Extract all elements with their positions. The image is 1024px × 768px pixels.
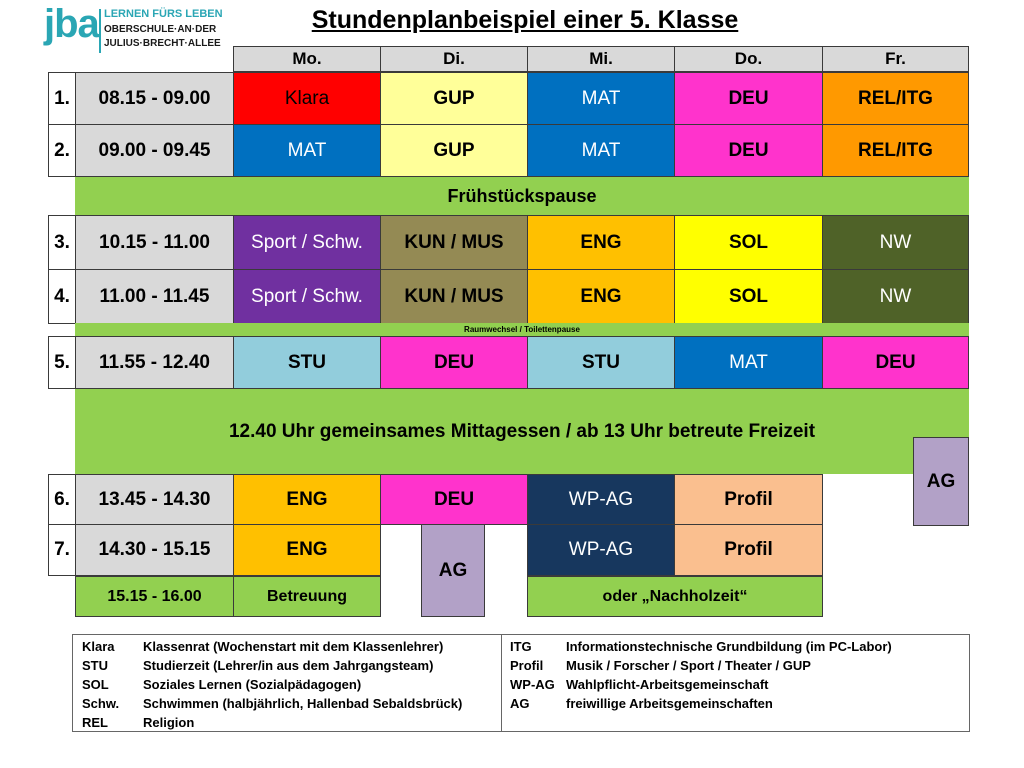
breakfast-break-banner: Frühstückspause [75,177,969,215]
day-header-wed: Mi. [527,46,675,72]
lesson-cell: Sport / Schw. [233,215,381,270]
legend-box: Klara Klassenrat (Wochenstart mit dem Kl… [72,634,970,732]
period-number: 5. [48,336,76,389]
day-header-thu: Do. [674,46,823,72]
lesson-cell: DEU [674,124,823,177]
period-time: 14.30 - 15.15 [75,524,234,576]
logo-line-2: OBERSCHULE·AN·DER [104,24,217,35]
lesson-cell: NW [822,269,969,324]
lesson-cell: MAT [674,336,823,389]
lesson-cell: KUN / MUS [380,215,528,270]
afternoon-catchup: oder „Nachholzeit“ [527,576,823,617]
lesson-cell: NW [822,215,969,270]
logo-divider [99,9,101,53]
lesson-cell: DEU [380,474,528,525]
logo-mark: jba [44,2,100,46]
legend-value: Informationstechnische Grundbildung (im … [566,639,892,654]
ag-tuesday: AG [421,524,485,617]
legend-key: STU [82,658,108,673]
legend-value: Soziales Lernen (Sozialpädagogen) [143,677,362,692]
period-number: 4. [48,269,76,324]
legend-key: SOL [82,677,109,692]
logo-line-3: JULIUS·BRECHT·ALLEE [104,38,221,49]
legend-key: WP-AG [510,677,555,692]
page-title: Stundenplanbeispiel einer 5. Klasse [311,6,739,34]
day-header-mon: Mo. [233,46,381,72]
lesson-cell: Sport / Schw. [233,269,381,324]
lesson-cell: ENG [233,474,381,525]
afternoon-time: 15.15 - 16.00 [75,576,234,617]
lesson-cell: Profil [674,474,823,525]
legend-key: Schw. [82,696,120,711]
lesson-cell: REL/ITG [822,72,969,125]
period-time: 11.55 - 12.40 [75,336,234,389]
lesson-cell: MAT [233,124,381,177]
lesson-cell: ENG [233,524,381,576]
legend-key: Klara [82,639,115,654]
period-number: 6. [48,474,76,525]
period-number: 1. [48,72,76,125]
lesson-cell: WP-AG [527,524,675,576]
lesson-cell: REL/ITG [822,124,969,177]
period-time: 09.00 - 09.45 [75,124,234,177]
legend-key: ITG [510,639,532,654]
period-time: 08.15 - 09.00 [75,72,234,125]
room-change-banner: Raumwechsel / Toilettenpause [75,323,969,336]
lesson-cell: DEU [380,336,528,389]
day-header-fri: Fr. [822,46,969,72]
lesson-cell: DEU [822,336,969,389]
lesson-cell: MAT [527,124,675,177]
period-number: 7. [48,524,76,576]
legend-value: Wahlpflicht-Arbeitsgemeinschaft [566,677,769,692]
legend-value: freiwillige Arbeitsgemeinschaften [566,696,773,711]
legend-key: REL [82,715,108,730]
lesson-cell: GUP [380,72,528,125]
legend-value: Studierzeit (Lehrer/in aus dem Jahrgangs… [143,658,434,673]
lesson-cell: GUP [380,124,528,177]
legend-value: Musik / Forscher / Sport / Theater / GUP [566,658,811,673]
period-number: 2. [48,124,76,177]
lesson-cell: Profil [674,524,823,576]
lesson-cell: KUN / MUS [380,269,528,324]
lesson-cell: SOL [674,215,823,270]
school-logo: jba LERNEN FÜRS LEBEN OBERSCHULE·AN·DER … [44,2,223,56]
day-header-tue: Di. [380,46,528,72]
lunch-banner: 12.40 Uhr gemeinsames Mittagessen / ab 1… [75,389,969,474]
legend-key: AG [510,696,530,711]
lesson-cell: DEU [674,72,823,125]
ag-friday: AG [913,437,969,526]
period-time: 13.45 - 14.30 [75,474,234,525]
lesson-cell: SOL [674,269,823,324]
legend-value: Klassenrat (Wochenstart mit dem Klassenl… [143,639,444,654]
lesson-cell: STU [233,336,381,389]
lesson-cell: Klara [233,72,381,125]
lesson-cell: MAT [527,72,675,125]
lesson-cell: STU [527,336,675,389]
lesson-cell: ENG [527,215,675,270]
period-number: 3. [48,215,76,270]
legend-key: Profil [510,658,544,673]
legend-divider [501,635,502,731]
afternoon-care: Betreuung [233,576,381,617]
lesson-cell: WP-AG [527,474,675,525]
legend-value: Religion [143,715,195,730]
logo-line-1: LERNEN FÜRS LEBEN [104,8,223,20]
legend-value: Schwimmen (halbjährlich, Hallenbad Sebal… [143,696,463,711]
period-time: 11.00 - 11.45 [75,269,234,324]
lesson-cell: ENG [527,269,675,324]
period-time: 10.15 - 11.00 [75,215,234,270]
